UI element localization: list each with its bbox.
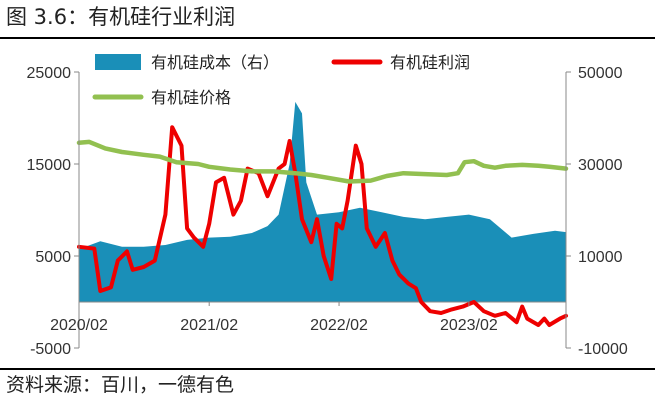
legend-swatch-area: [95, 54, 141, 70]
source-note: 资料来源：百川，一德有色: [6, 374, 235, 396]
left-tick-label: 5000: [35, 249, 71, 266]
legend-label: 有机硅利润: [390, 54, 470, 72]
left-tick-label: -5000: [30, 341, 71, 358]
left-tick-label: 15000: [27, 157, 72, 174]
series-area-cost: [79, 101, 566, 303]
source-rule: [0, 368, 655, 370]
x-tick-label: 2022/02: [310, 317, 368, 334]
profit-chart: 25000 15000 5000 -5000 50000 30000 10000 -10000…: [27, 54, 628, 358]
legend-label: 有机硅价格: [151, 89, 231, 107]
left-tick-label: 25000: [27, 65, 72, 82]
legend-label: 有机硅成本（右）: [151, 54, 279, 72]
legend-item: 有机硅利润: [331, 54, 470, 72]
right-tick-label: 50000: [578, 65, 623, 82]
x-tick-label: 2021/02: [180, 317, 238, 334]
x-tick-label: 2020/02: [50, 317, 108, 334]
right-tick-label: 10000: [578, 249, 623, 266]
series-line-price: [76, 139, 569, 184]
series-line-profit: [77, 125, 568, 327]
axis-layer: 25000 15000 5000 -5000 50000 30000 10000 -10000…: [27, 65, 628, 358]
figure-title: 图 3.6：有机硅行业利润: [6, 5, 236, 29]
line-layer: [76, 125, 569, 327]
legend-item: 有机硅成本（右）: [95, 54, 279, 72]
title-underline: [0, 37, 655, 39]
x-tick-label: 2023/02: [440, 317, 498, 334]
right-tick-label: -10000: [578, 341, 628, 358]
area-layer: [79, 101, 566, 303]
legend-item: 有机硅价格: [92, 89, 231, 107]
right-tick-label: 30000: [578, 157, 623, 174]
